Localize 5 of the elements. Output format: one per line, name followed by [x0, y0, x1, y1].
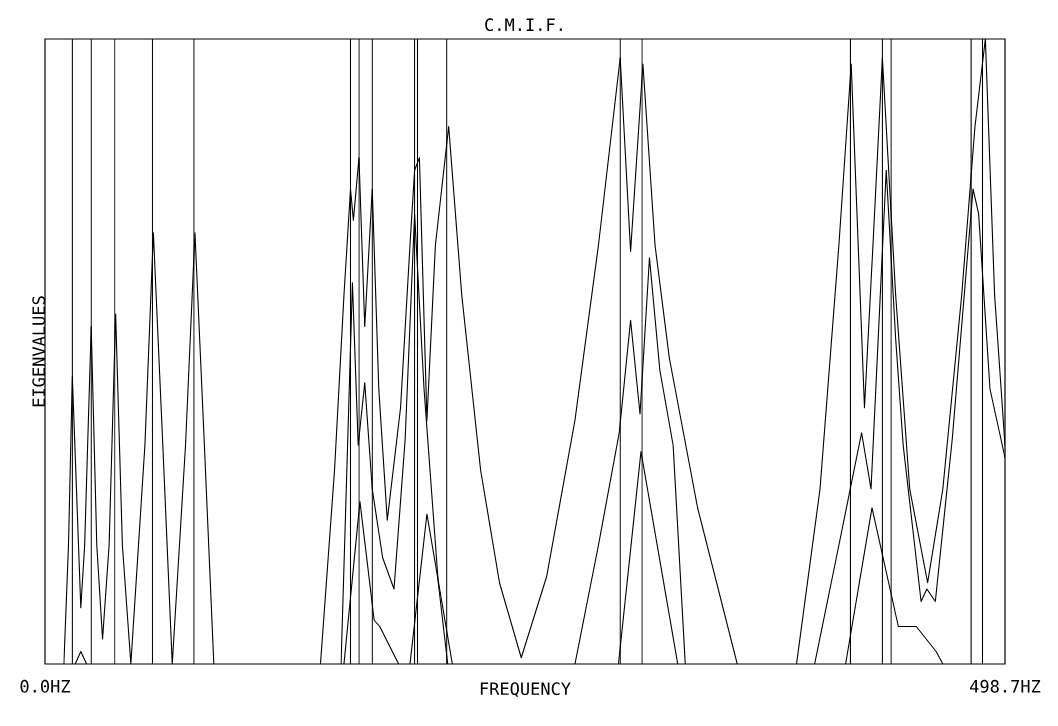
x-tick-label: 0.0HZ	[20, 679, 71, 693]
x-tick-label: 498.7HZ	[970, 679, 1041, 693]
chart-title: C.M.I.F.	[485, 18, 562, 32]
x-axis-title: FREQUENCY	[480, 682, 571, 698]
y-axis-title: EIGENVALUES	[32, 296, 46, 407]
